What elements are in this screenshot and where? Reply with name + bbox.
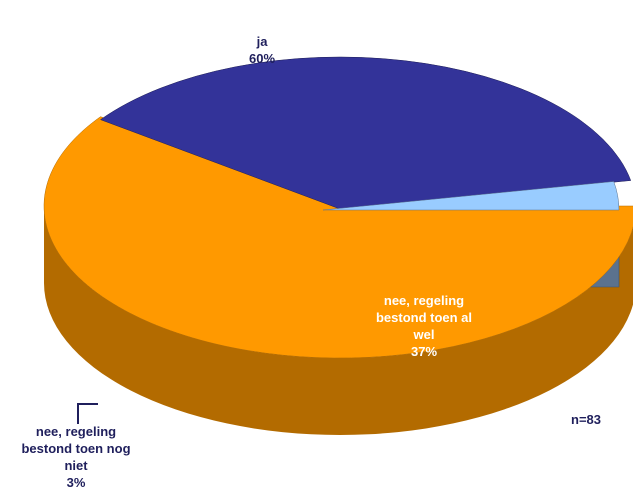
pie-side-ja [44,206,633,435]
slice-label-line: wel [413,327,435,342]
slice-label-line: 3% [67,475,86,490]
slice-label-line: 60% [249,51,275,66]
pie-tops [43,56,633,359]
slice-label-line: ja [256,34,269,49]
pie-slice-ja [43,116,633,359]
slice-label-nee-al-wel: nee, regeling bestond toen al wel 37% [376,293,472,359]
slice-label-line: nee, regeling [384,293,464,308]
pie-slice-nee-nog-niet [322,181,620,211]
pie-slice-nee-al-wel [99,56,632,210]
sample-size-note: n=83 [571,412,601,427]
slice-label-line: niet [64,458,88,473]
slice-label-nee-nog-niet: nee, regeling bestond toen nog niet 3% [21,424,130,490]
slice-label-ja: ja 60% [249,34,275,66]
slice-label-line: 37% [411,344,437,359]
slice-label-line: nee, regeling [36,424,116,439]
slice-label-line: bestond toen nog [21,441,130,456]
slice-label-line: bestond toen al [376,310,472,325]
leader-line-nee-nog-niet [77,403,98,424]
pie-labels: ja 60%nee, regeling bestond toen al wel 37%n… [21,34,472,490]
